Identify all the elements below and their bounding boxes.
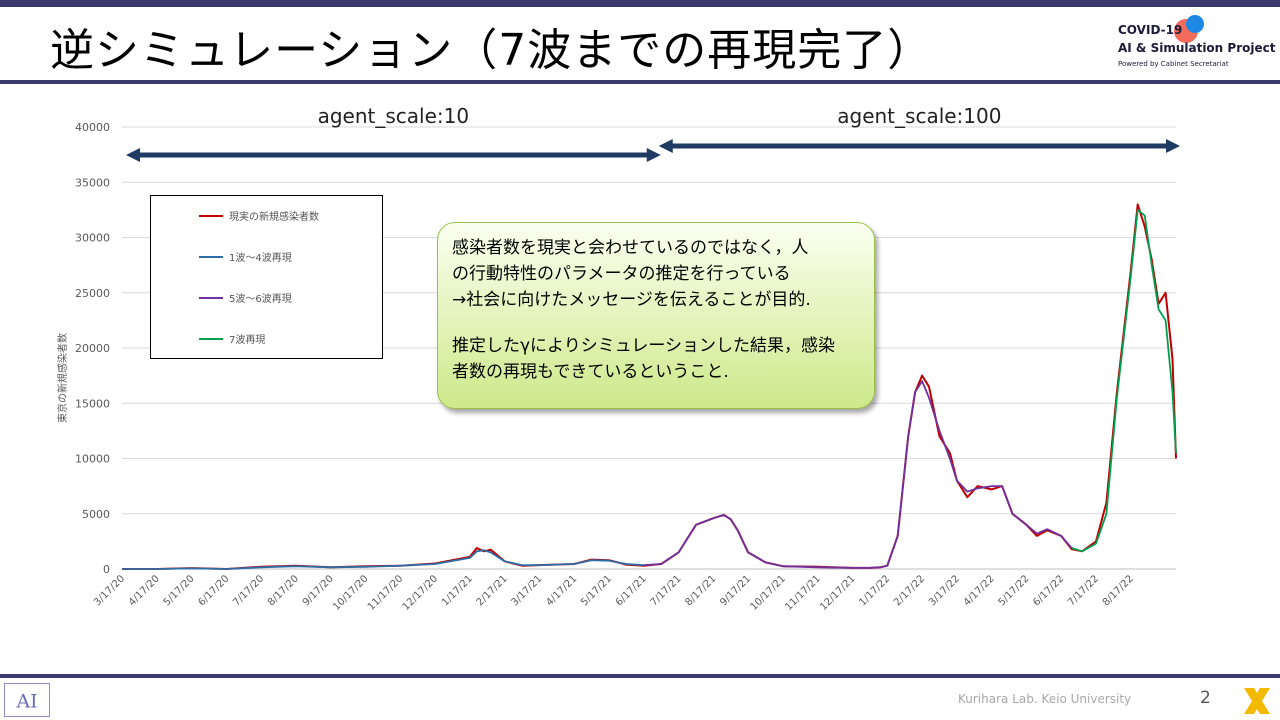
x-tick-label: 8/17/21 — [683, 573, 718, 608]
note-line: 感染者数を現実と会わせているのではなく，人 — [452, 238, 809, 258]
agent-scale-label: agent_scale:10 — [318, 104, 470, 128]
x-tick-label: 2/17/21 — [475, 573, 510, 608]
note-line: 者数の再現もできているということ. — [452, 362, 729, 382]
footer-rule — [0, 674, 1280, 678]
y-tick-label: 30000 — [75, 232, 110, 245]
logo-line1: COVID-19 — [1118, 23, 1183, 37]
agent-scale-label: agent_scale:100 — [837, 104, 1001, 128]
x-tick-label: 11/17/20 — [366, 573, 406, 613]
scale-arrow-head-left — [658, 139, 673, 153]
x-tick-label: 11/17/21 — [783, 573, 823, 613]
note-spacer — [452, 313, 860, 333]
logo-blue-dot-icon — [1186, 15, 1204, 33]
legend-label-real: 現実の新規感染者数 — [229, 212, 319, 223]
project-logo: COVID-19 AI & Simulation Project Powered… — [1118, 15, 1278, 75]
note-line: →社会に向けたメッセージを伝えることが目的. — [452, 290, 811, 310]
x-tick-label: 9/17/21 — [718, 573, 753, 608]
y-tick-label: 20000 — [75, 342, 110, 355]
title-rule — [0, 80, 1280, 84]
legend-swatch-wave1-4 — [199, 256, 223, 258]
x-tick-label: 2/17/22 — [892, 573, 927, 608]
x-tick-label: 8/17/20 — [266, 573, 301, 608]
legend-label-wave5-6: 5波～6波再現 — [229, 294, 292, 305]
x-tick-label: 1/17/21 — [440, 573, 475, 608]
x-tick-label: 6/17/22 — [1031, 573, 1066, 608]
legend-swatch-real — [199, 215, 223, 217]
x-tick-label: 3/17/20 — [92, 573, 127, 608]
series-line-2 — [122, 549, 644, 570]
top-accent-bar — [0, 0, 1280, 7]
x-tick-label: 9/17/20 — [301, 573, 336, 608]
lab-logo-icon: AI — [4, 683, 50, 717]
svg-text:AI: AI — [15, 692, 37, 713]
x-tick-label: 3/17/22 — [927, 573, 962, 608]
y-axis-label: 東京の新規感染者数 — [56, 333, 69, 423]
series-line-4 — [1071, 209, 1177, 553]
y-tick-label: 35000 — [75, 176, 110, 189]
x-tick-label: 4/17/21 — [544, 573, 579, 608]
explanation-callout: 感染者数を現実と会わせているのではなく，人 の行動特性のパラメータの推定を行って… — [437, 222, 875, 409]
legend-label-wave1-4: 1波～4波再現 — [229, 253, 292, 264]
x-tick-label: 1/17/22 — [857, 573, 892, 608]
infection-chart: 0 5000 10000 15000 20000 25000 30000 35000 40000… — [56, 104, 1180, 613]
y-tick-label: 40000 — [75, 121, 110, 134]
series-line-3 — [643, 380, 1073, 569]
x-tick-label: 10/17/21 — [749, 573, 789, 613]
logo-line2: AI & Simulation Project — [1118, 41, 1276, 55]
x-tick-label: 4/17/22 — [962, 573, 997, 608]
scale-arrow-head-right — [1166, 139, 1180, 153]
x-tick-label: 12/17/20 — [401, 573, 441, 613]
x-tick-label: 5/17/22 — [996, 573, 1031, 608]
x-tick-label: 6/17/21 — [614, 573, 649, 608]
y-tick-label: 25000 — [75, 287, 110, 300]
scale-arrow-head-right — [646, 148, 661, 162]
y-tick-label: 5000 — [82, 508, 110, 521]
x-tick-label: 12/17/21 — [818, 573, 858, 613]
y-tick-label: 0 — [103, 563, 110, 576]
y-tick-label: 10000 — [75, 453, 110, 466]
x-tick-label: 5/17/20 — [162, 573, 197, 608]
x-tick-label: 5/17/21 — [579, 573, 614, 608]
scale-arrow-head-left — [126, 148, 140, 162]
x-tick-label: 3/17/21 — [510, 573, 545, 608]
x-tick-label: 7/17/21 — [649, 573, 684, 608]
legend-swatch-wave5-6 — [199, 297, 223, 299]
x-tick-label: 7/17/20 — [231, 573, 266, 608]
page-number: 2 — [1200, 688, 1211, 708]
x-tick-label: 4/17/20 — [127, 573, 162, 608]
note-line: 推定したγによりシミュレーションした結果，感染 — [452, 336, 836, 356]
note-line: の行動特性のパラメータの推定を行っている — [452, 264, 791, 284]
y-tick-label: 15000 — [75, 397, 110, 410]
slide-title: 逆シミュレーション（7波までの再現完了） — [50, 25, 933, 76]
legend-swatch-wave7 — [199, 338, 223, 340]
x-tick-label: 8/17/22 — [1101, 573, 1136, 608]
logo-line3: Powered by Cabinet Secretariat — [1118, 60, 1229, 68]
chart-legend: 現実の新規感染者数 1波～4波再現 5波～6波再現 7波再現 — [150, 195, 383, 359]
x-tick-label: 7/17/22 — [1066, 573, 1101, 608]
legend-label-wave7: 7波再現 — [229, 335, 266, 346]
x-tick-label: 10/17/20 — [331, 573, 371, 613]
x-tick-label: 6/17/20 — [196, 573, 231, 608]
footer-credit: Kurihara Lab. Keio University — [958, 692, 1132, 706]
cross-logo-icon — [1244, 688, 1270, 714]
